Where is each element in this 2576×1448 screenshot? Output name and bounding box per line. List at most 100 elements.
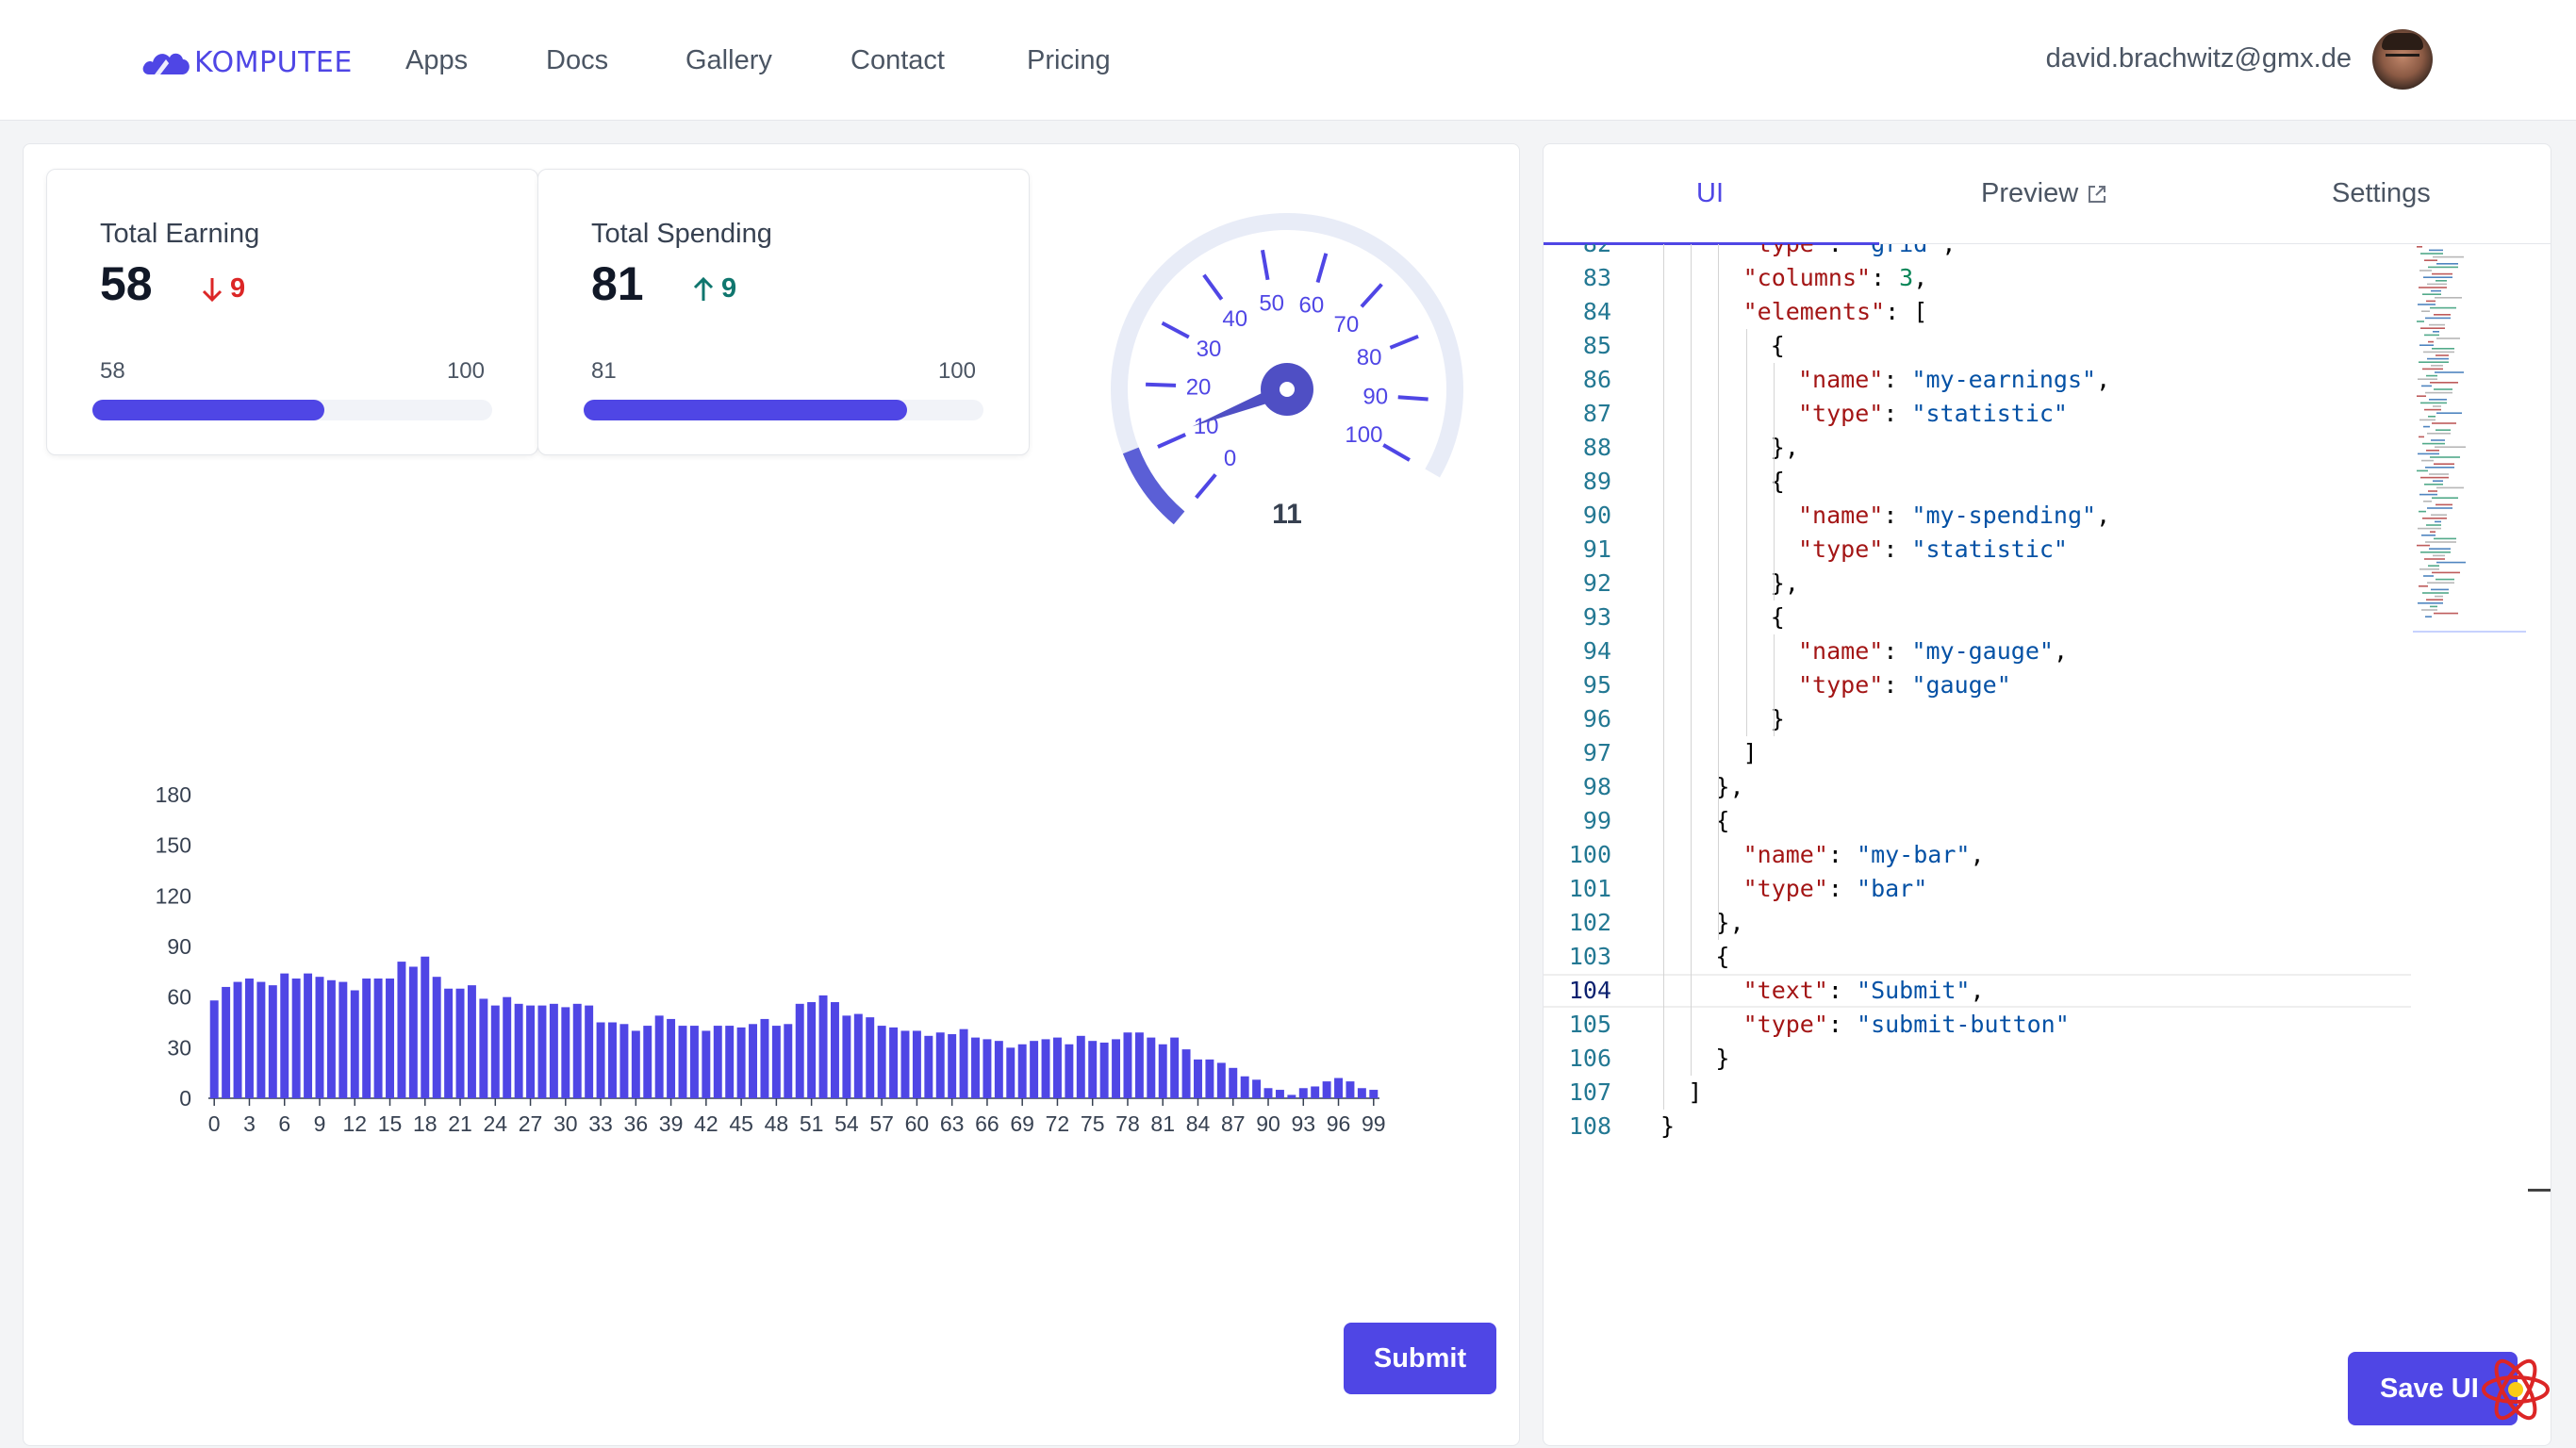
code-line[interactable]: 88},: [1544, 431, 2411, 465]
bar: [1263, 1088, 1273, 1098]
code-line[interactable]: 85 {: [1544, 329, 2411, 363]
x-tick-label: 36: [624, 1111, 649, 1136]
code-line[interactable]: 94 "name": "my-gauge",: [1544, 634, 2411, 668]
react-logo-icon[interactable]: [2480, 1354, 2551, 1425]
minimap-line: [2434, 537, 2456, 540]
scrollbar-position-marker[interactable]: [2528, 1189, 2551, 1192]
code-text: {: [1770, 332, 1785, 359]
bar: [983, 1039, 992, 1098]
x-tick-label: 15: [378, 1111, 403, 1136]
gauge-tick: [1202, 273, 1224, 301]
code-line[interactable]: 86 "name": "my-earnings",: [1544, 363, 2411, 397]
code-line[interactable]: 84 "elements": [: [1544, 295, 2411, 329]
bar: [948, 1034, 957, 1098]
minimap-line: [2421, 459, 2434, 462]
code-line[interactable]: 95 "type": "gauge": [1544, 668, 2411, 702]
tab-preview[interactable]: Preview: [1981, 178, 2108, 209]
minimap-line: [2429, 399, 2447, 401]
user-email[interactable]: david.brachwitz@gmx.de: [2045, 43, 2352, 74]
code-line[interactable]: 107]: [1544, 1076, 2411, 1110]
code-line[interactable]: 105 "type": "submit-button": [1544, 1008, 2411, 1042]
code-line[interactable]: 83 "columns": 3,: [1544, 261, 2411, 295]
x-tick-label: 12: [342, 1111, 367, 1136]
x-tick-label: 84: [1186, 1111, 1211, 1136]
avatar[interactable]: [2372, 29, 2433, 90]
bar: [408, 966, 418, 1098]
bar: [654, 1015, 664, 1098]
code-line[interactable]: 93 {: [1544, 601, 2411, 634]
minimap-line: [2425, 541, 2456, 543]
bar: [549, 1003, 558, 1098]
code-text: }: [1715, 1045, 1730, 1072]
code-line[interactable]: 100 "name": "my-bar",: [1544, 838, 2411, 872]
code-line[interactable]: 90 "name": "my-spending",: [1544, 499, 2411, 533]
bar: [444, 988, 454, 1098]
minimap-line: [2430, 605, 2437, 608]
minimap-line: [2424, 408, 2441, 411]
minimap-line: [2423, 276, 2452, 278]
minimap-line: [2427, 433, 2451, 435]
code-line[interactable]: 106}: [1544, 1042, 2411, 1076]
nav-link-apps[interactable]: Apps: [405, 45, 469, 75]
code-line[interactable]: 98},: [1544, 770, 2411, 804]
bar: [1065, 1044, 1074, 1098]
minimap-line: [2417, 321, 2424, 322]
bar: [643, 1026, 652, 1098]
bar: [339, 981, 348, 1098]
nav-link-gallery[interactable]: Gallery: [685, 45, 772, 75]
minimap-line: [2436, 429, 2451, 431]
code-editor[interactable]: 82 "type": "grid", 83 "columns": 3, 84 "eleme…: [1544, 244, 2551, 1445]
minimap-line: [2425, 317, 2451, 320]
code-minimap[interactable]: [2413, 244, 2526, 668]
bar: [830, 1002, 839, 1098]
gauge-tick-label: 30: [1197, 337, 1222, 362]
bar: [760, 1018, 769, 1098]
code-line[interactable]: 92},: [1544, 567, 2411, 601]
code-line[interactable]: 87 "type": "statistic": [1544, 397, 2411, 431]
code-line[interactable]: 89{: [1544, 465, 2411, 499]
tab-label: Preview: [1981, 178, 2079, 208]
nav-link-docs[interactable]: Docs: [546, 45, 609, 75]
bar: [1369, 1090, 1379, 1098]
minimap-line: [2426, 450, 2439, 452]
indent-guide: [1745, 329, 1747, 736]
code-line[interactable]: 97]: [1544, 736, 2411, 770]
nav-link-contact[interactable]: Contact: [850, 45, 945, 75]
minimap-line: [2426, 524, 2441, 526]
progress-current-label: 58: [100, 358, 125, 384]
arrow-up-icon: [693, 276, 714, 301]
top-navbar: KOMPUTEE Apps Docs Gallery Contact Prici…: [0, 0, 2576, 121]
submit-button[interactable]: Submit: [1344, 1323, 1496, 1394]
minimap-line: [2428, 565, 2439, 567]
nav-link-pricing[interactable]: Pricing: [1027, 45, 1111, 75]
minimap-line: [2418, 602, 2443, 604]
code-line[interactable]: 104 "text": "Submit",: [1544, 974, 2411, 1008]
line-number: 96: [1582, 705, 1611, 732]
x-tick-label: 87: [1221, 1111, 1246, 1136]
code-line[interactable]: 103 {: [1544, 940, 2411, 974]
brand-logo[interactable]: KOMPUTEE: [141, 43, 353, 81]
save-ui-button[interactable]: Save UI: [2348, 1352, 2518, 1425]
minimap-line: [2432, 497, 2458, 499]
bar: [842, 1015, 851, 1098]
code-line[interactable]: 96}: [1544, 702, 2411, 736]
bar: [619, 1024, 629, 1098]
tab-settings[interactable]: Settings: [2332, 178, 2431, 209]
line-number: 83: [1582, 264, 1611, 291]
minimap-line: [2434, 463, 2454, 465]
code-line[interactable]: 82 "type": "grid",: [1544, 244, 2411, 261]
code-line[interactable]: 91 "type": "statistic": [1544, 533, 2411, 567]
bar: [386, 978, 394, 1098]
x-tick-label: 78: [1115, 1111, 1140, 1136]
y-tick-label: 30: [167, 1035, 191, 1060]
code-line[interactable]: 99{: [1544, 804, 2411, 838]
code-line[interactable]: 108}: [1544, 1110, 2411, 1144]
minimap-viewport: [2413, 631, 2526, 633]
code-line[interactable]: 101 "type": "bar": [1544, 872, 2411, 906]
card-value: 81: [591, 257, 644, 310]
tab-ui[interactable]: UI: [1696, 178, 1724, 209]
bar: [702, 1030, 711, 1098]
gauge-tick: [1146, 382, 1177, 387]
code-line[interactable]: 102},: [1544, 906, 2411, 940]
minimap-line: [2417, 395, 2426, 397]
